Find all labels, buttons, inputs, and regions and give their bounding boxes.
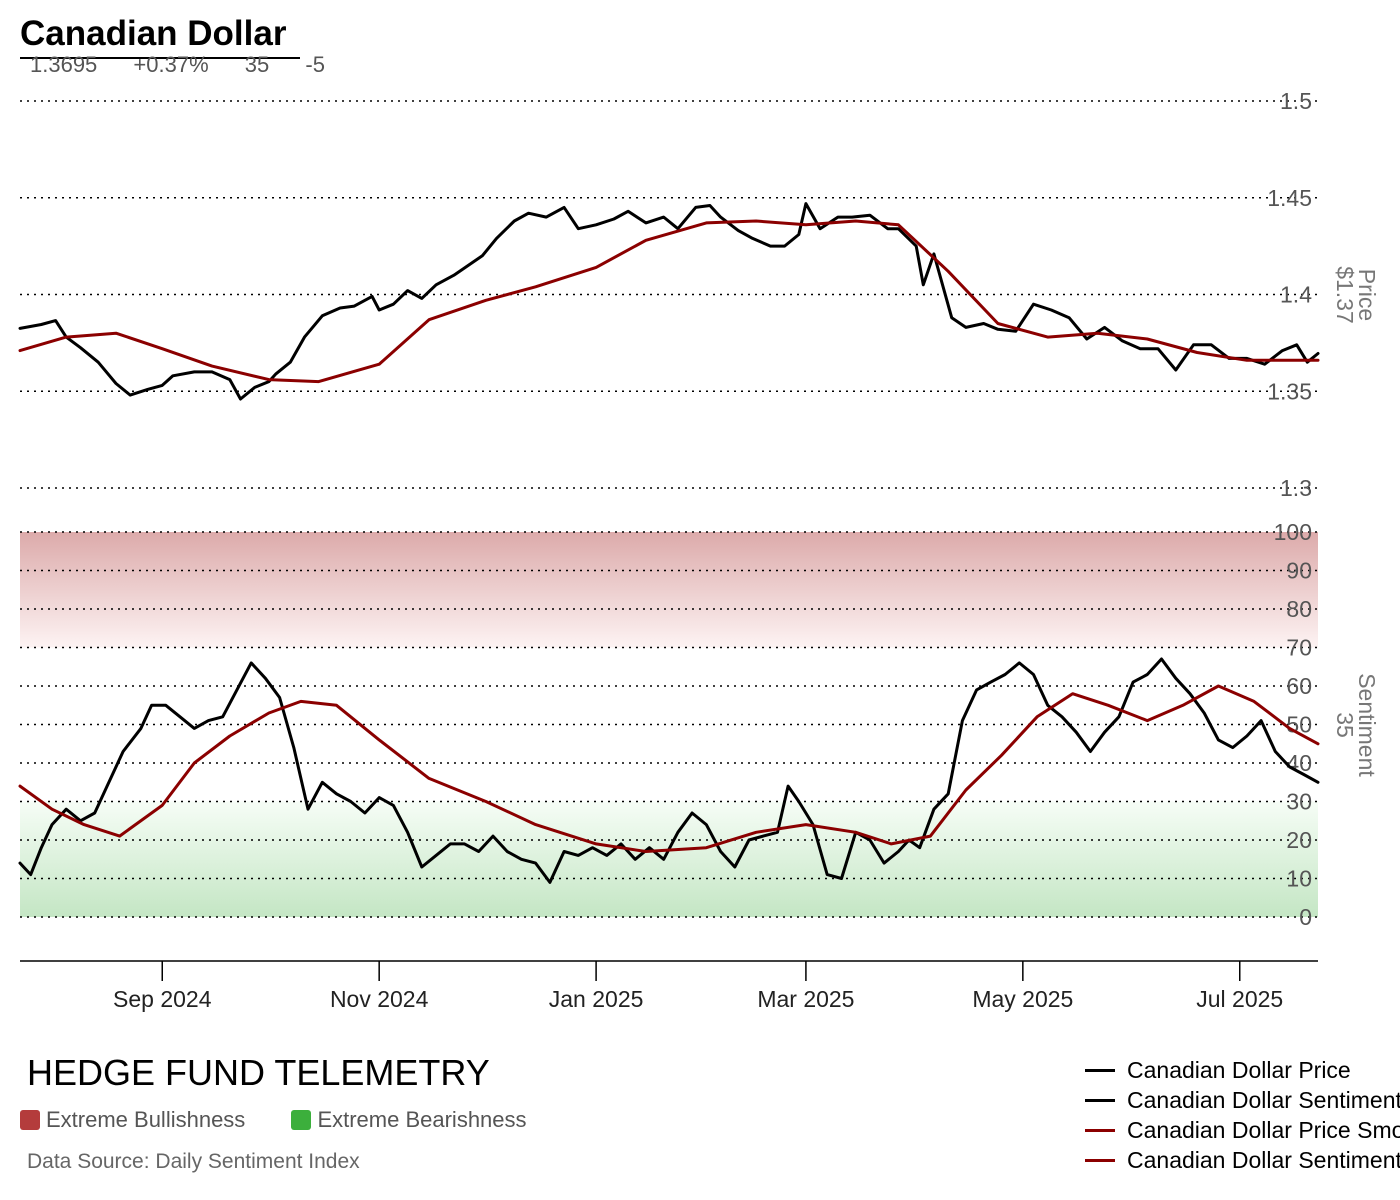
x-tick-label: Nov 2024 (330, 986, 429, 1012)
price-axis-title: Price$1.37 (1332, 266, 1380, 324)
chart-title: Canadian Dollar (20, 14, 287, 53)
price-tick-label: 1.4 (1280, 282, 1312, 308)
legend-item: Canadian Dollar Sentiment Smoothed (1085, 1145, 1400, 1175)
legend-line-icon (1085, 1098, 1115, 1102)
bull-key: Extreme Bullishness (20, 1107, 245, 1133)
legend-label: Canadian Dollar Sentiment (1127, 1086, 1400, 1113)
legend-label: Canadian Dollar Price (1127, 1056, 1351, 1083)
bull-key-label: Extreme Bullishness (46, 1107, 246, 1132)
sentiment-line (18, 657, 1320, 884)
x-tick-label: Jul 2025 (1196, 986, 1283, 1012)
bear-swatch-icon (291, 1110, 312, 1130)
sentiment-tick-label: 60 (1286, 673, 1312, 699)
sentiment-tick-label: 90 (1286, 558, 1312, 584)
x-axis: Sep 2024 Nov 2024 Jan 2025 Mar 2025 May 2025… (20, 960, 1318, 1012)
x-tick-label: Mar 2025 (757, 986, 854, 1012)
data-source: Data Source: Daily Sentiment Index (27, 1150, 360, 1173)
gridlines (20, 100, 1318, 918)
legend-line-icon (1085, 1158, 1115, 1162)
legend-item: Canadian Dollar Sentiment (1085, 1085, 1400, 1115)
x-tick-label: Jan 2025 (549, 986, 644, 1012)
sentiment-tick-label: 20 (1286, 827, 1312, 853)
summary-stats: 1.3695 +0.37% 35 -5 (30, 52, 355, 78)
sentiment-tick-label: 100 (1274, 519, 1312, 545)
price-tick-label: 1.5 (1280, 88, 1312, 114)
sentiment-axis-title-label: Sentiment (1354, 673, 1380, 777)
sentiment-tick-label: 10 (1286, 866, 1312, 892)
bear-key-label: Extreme Bearishness (317, 1107, 527, 1132)
legend-line-icon (1085, 1068, 1115, 1072)
sentiment-tick-label: 70 (1286, 635, 1312, 661)
price-axis-title-value: $1.37 (1332, 266, 1358, 324)
legend: Canadian Dollar Price Canadian Dollar Se… (1085, 1055, 1400, 1175)
legend-item: Canadian Dollar Price Smoothed (1085, 1115, 1400, 1145)
extreme-bearishness-band (20, 801, 1318, 917)
bull-swatch-icon (20, 1110, 40, 1130)
title-underline (20, 57, 300, 59)
sentiment-tick-label: 30 (1286, 789, 1312, 815)
legend-line-icon (1085, 1128, 1115, 1132)
brand-name: HEDGE FUND TELEMETRY (27, 1052, 490, 1093)
sentiment-change: -5 (305, 52, 325, 77)
price-tick-label: 1.45 (1267, 185, 1312, 211)
legend-label: Canadian Dollar Sentiment Smoothed (1127, 1146, 1400, 1173)
x-tick-label: Sep 2024 (113, 986, 212, 1012)
current-price: 1.3695 (30, 52, 98, 77)
bear-key: Extreme Bearishness (291, 1107, 527, 1133)
legend-label: Canadian Dollar Price Smoothed (1127, 1116, 1400, 1143)
sentiment-smoothed-line (18, 684, 1320, 853)
price-change: +0.37% (133, 52, 209, 77)
band-key: Extreme Bullishness Extreme Bearishness (20, 1107, 567, 1136)
sentiment-tick-label: 80 (1286, 596, 1312, 622)
price-smoothed-line (18, 219, 1320, 384)
current-sentiment: 35 (244, 52, 270, 77)
price-tick-label: 1.3 (1280, 475, 1312, 501)
legend-item: Canadian Dollar Price (1085, 1055, 1400, 1085)
price-line (18, 202, 1320, 401)
sentiment-tick-label: 0 (1299, 904, 1312, 930)
series-lines (18, 202, 1320, 884)
price-axis-title-label: Price (1354, 269, 1380, 321)
extreme-bullishness-band (20, 532, 1318, 648)
sentiment-bands (20, 532, 1318, 917)
price-tick-label: 1.35 (1267, 378, 1312, 404)
sentiment-axis-title-value: 35 (1332, 712, 1358, 738)
x-tick-label: May 2025 (972, 986, 1073, 1012)
